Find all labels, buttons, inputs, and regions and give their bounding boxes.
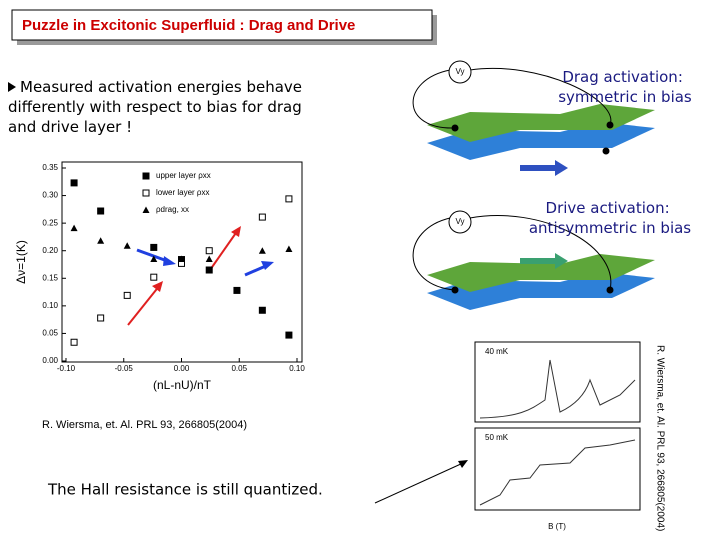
bullet-line: Measured activation energies behave [20,78,302,96]
x-tick-label: 0.10 [289,364,305,373]
title-box [11,9,433,41]
data-point [70,338,78,346]
drag-diagram: Vy [412,60,655,176]
x-axis-label: (nL-nU)/nT [153,378,212,392]
voltage-label: Vy [455,67,464,76]
data-point [285,331,293,339]
title: Puzzle in Excitonic Superfluid : Drag an… [22,17,355,34]
legend-label: lower layer ρxx [156,188,209,197]
inset-label: 40 mK [485,347,509,356]
y-tick-label: 0.25 [42,218,58,227]
y-tick-label: 0.30 [42,191,58,200]
data-point [258,213,266,221]
bullet-line: differently with respect to bias for dra… [8,98,302,116]
side-citation: R. Wiersma, et. Al. PRL 93, 266805(2004) [654,345,665,531]
bullet-line: and drive layer ! [8,118,132,136]
data-point [205,255,213,262]
data-point [285,245,293,253]
citation: R. Wiersma, et. Al. PRL 93, 266805(2004) [42,419,247,431]
voltage-label: Vy [455,217,464,226]
data-point [123,242,131,249]
caption-line: Drag activation: [562,68,683,86]
hall-note: The Hall resistance is still quantized. [47,481,323,499]
bias-arrows [127,226,274,326]
data-point [70,179,78,187]
y-tick-label: 0.35 [42,163,58,172]
legend-marker [142,206,150,213]
data-point [258,247,266,254]
data-point [233,286,241,294]
drive-caption: Drive activation: antisymmetric in bias [529,199,691,237]
y-tick-label: 0.20 [42,246,58,255]
y-tick-label: 0.00 [42,356,58,365]
data-point [123,291,131,299]
drive-diagram: Vy [412,210,655,310]
x-tick-label: 0.00 [174,364,190,373]
legend-label: ρdrag, xx [156,205,189,214]
pointer-arrow [374,462,464,504]
drag-caption: Drag activation: symmetric in bias [558,68,692,106]
data-point [258,306,266,314]
data-point [150,243,158,251]
legend-marker [142,172,150,180]
data-point [97,237,105,244]
caption-line: symmetric in bias [558,88,692,106]
x-tick-label: 0.05 [231,364,247,373]
data-point [150,255,158,262]
data-point [97,207,105,215]
x-tick-label: -0.10 [57,364,76,373]
bullet-text: Measured activation energies behave diff… [8,78,307,136]
caption-line: Drive activation: [546,199,670,217]
bullet-arrow [8,82,16,92]
y-tick-label: 0.10 [42,301,58,310]
inset-label: 50 mK [485,433,509,442]
y-tick-label: 0.05 [42,329,58,338]
data-point [205,247,213,255]
data-point [285,195,293,203]
legend-marker [142,189,150,197]
caption-line: antisymmetric in bias [529,219,691,237]
y-tick-label: 0.15 [42,273,58,282]
inset-graph: 40 mK 50 mK B (T) [474,341,641,531]
data-point [97,314,105,322]
data-point [205,266,213,274]
pointer-arrow-head [458,460,468,468]
data-point [70,224,78,232]
y-axis-label: Δν=1(K) [14,240,28,284]
legend-label: upper layer ρxx [156,171,211,180]
x-tick-label: -0.05 [115,364,134,373]
inset-x-label: B (T) [548,522,566,531]
data-point [178,255,185,262]
data-point [150,273,158,281]
